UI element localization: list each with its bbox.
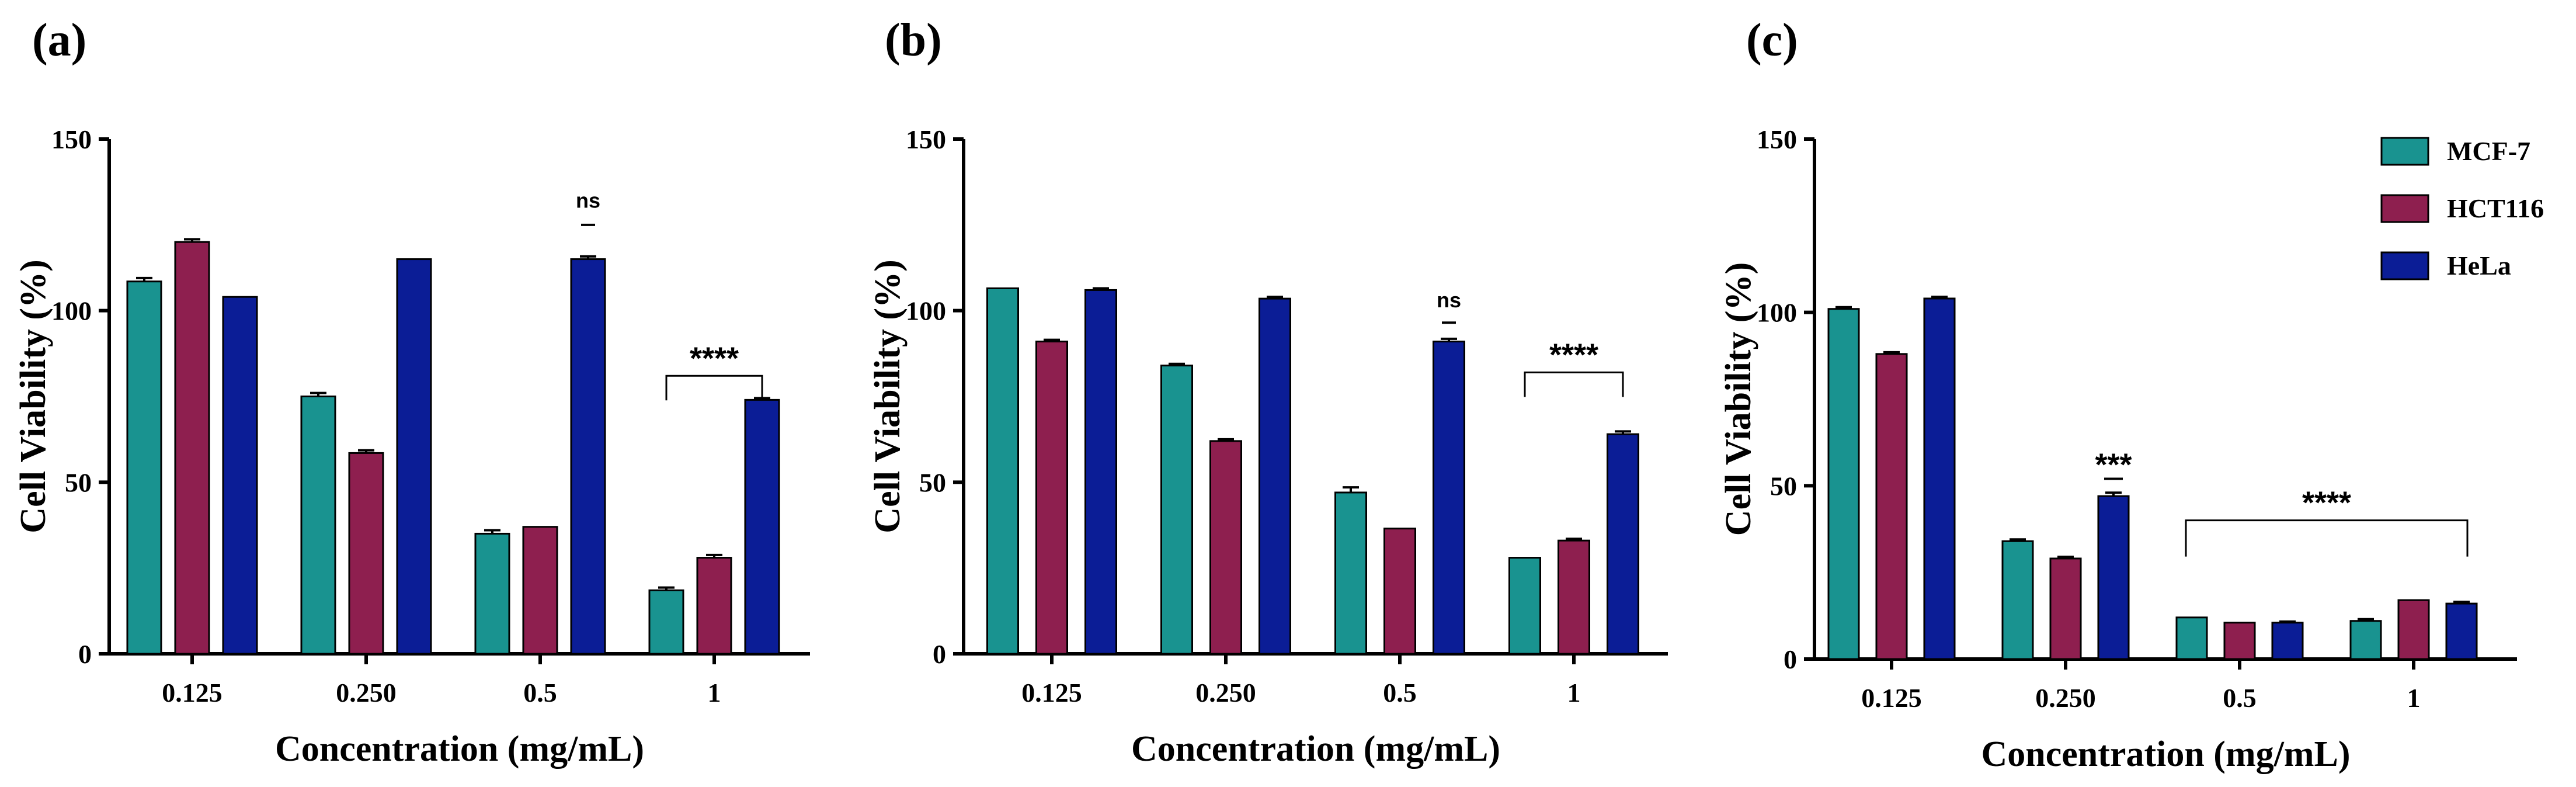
legend-swatch-hela (2380, 251, 2429, 280)
panel-label: (a) (32, 15, 86, 66)
x-tick-label: 0.125 (1021, 678, 1082, 708)
bar-mcf-7-3 (2349, 620, 2382, 660)
x-tick-label: 0.250 (2035, 683, 2096, 713)
bar-hela-1 (396, 258, 432, 655)
chart-panel-1: (b) 0 50 100 150 0.125 0.250 0.5 1 Concentration … (868, 15, 1668, 769)
panel-label: (c) (1746, 15, 1798, 66)
significance-label: *** (2095, 448, 2132, 483)
bar-hct116-3 (696, 557, 732, 655)
y-tick-label: 150 (1757, 124, 1797, 154)
bar-hct116-0 (1035, 341, 1068, 655)
y-tick-label: 100 (1757, 298, 1797, 328)
x-tick-label: 1 (2407, 683, 2421, 713)
bar-mcf-7-1 (1160, 365, 1193, 655)
bar-hct116-1 (1209, 440, 1242, 655)
bar-hct116-0 (1875, 353, 1908, 660)
y-tick-label: 150 (906, 124, 946, 154)
bar-hela-0 (1084, 289, 1117, 655)
legend-swatch-hct116 (2380, 194, 2429, 223)
bar-hela-1 (1259, 297, 1291, 655)
x-tick-label: 1 (708, 678, 721, 708)
significance-label: **** (1549, 337, 1598, 372)
x-tick-label: 0.125 (1861, 683, 1922, 713)
bar-hct116-3 (2397, 599, 2430, 660)
x-tick-label: 0.250 (1195, 678, 1256, 708)
bar-hct116-1 (348, 452, 384, 655)
x-tick-label: 1 (1567, 678, 1581, 708)
x-tick-label: 0.125 (162, 678, 223, 708)
bar-hct116-2 (522, 526, 558, 655)
bar-hela-0 (1923, 297, 1956, 660)
significance-label: **** (690, 341, 739, 376)
x-axis-title: Concentration (mg/mL) (1131, 729, 1500, 769)
legend: MCF-7 HCT116 HeLa (2380, 136, 2544, 280)
bar-hela-3 (1607, 433, 1639, 655)
y-tick-label: 0 (933, 639, 946, 669)
bar-mcf-7-0 (986, 287, 1019, 655)
significance-bracket (1524, 371, 1624, 397)
bar-hela-1 (2097, 495, 2130, 660)
x-axis-title: Concentration (mg/mL) (275, 729, 644, 769)
bar-hela-2 (570, 258, 606, 655)
significance-label: **** (2302, 486, 2351, 521)
bar-hela-2 (2271, 622, 2304, 660)
significance-bracket (2185, 519, 2469, 557)
y-tick-label: 100 (906, 296, 946, 326)
bar-hct116-1 (2049, 557, 2082, 660)
x-tick-label: 0.5 (1383, 678, 1417, 708)
bar-hct116-2 (1383, 528, 1416, 655)
bar-hct116-2 (2223, 622, 2256, 660)
legend-label: HeLa (2447, 251, 2511, 280)
bar-mcf-7-0 (126, 280, 162, 655)
y-axis-title: Cell Viability (%) (13, 259, 53, 533)
y-axis-title: Cell Viability (%) (1719, 262, 1758, 536)
legend-label: MCF-7 (2447, 136, 2530, 166)
significance-bracket (665, 375, 763, 401)
y-tick-label: 0 (78, 639, 92, 669)
chart-panel-2: (c) 0 50 100 150 0.125 0.250 0.5 1 Concentration … (1719, 15, 2517, 774)
bar-mcf-7-0 (1827, 308, 1860, 660)
chart-panel-0: (a) 0 50 100 150 0.125 0.250 0.5 1 Concentration … (13, 15, 810, 769)
significance-label: ns (1437, 288, 1461, 312)
bar-mcf-7-2 (1334, 491, 1367, 655)
y-tick-label: 50 (1770, 471, 1797, 501)
bar-hela-3 (2445, 602, 2478, 660)
bar-mcf-7-3 (648, 589, 684, 655)
y-axis-title: Cell Viability (%) (868, 259, 908, 533)
bar-hela-0 (222, 296, 258, 655)
significance-label: ns (576, 188, 600, 212)
bar-mcf-7-3 (1508, 557, 1541, 655)
x-tick-label: 0.5 (523, 678, 557, 708)
panel-label: (b) (885, 15, 942, 66)
x-axis-title: Concentration (mg/mL) (1981, 734, 2351, 774)
bar-hct116-3 (1558, 539, 1590, 655)
y-tick-label: 50 (65, 467, 92, 497)
bar-hct116-0 (174, 241, 210, 655)
y-tick-label: 50 (919, 467, 946, 497)
legend-label: HCT116 (2447, 193, 2544, 223)
bar-mcf-7-2 (474, 532, 510, 655)
x-tick-label: 0.5 (2223, 683, 2257, 713)
bar-mcf-7-2 (2175, 616, 2208, 660)
bar-hela-2 (1433, 341, 1465, 655)
y-tick-label: 150 (51, 124, 92, 154)
y-tick-label: 100 (51, 296, 92, 326)
bar-mcf-7-1 (300, 396, 336, 655)
x-tick-label: 0.250 (336, 678, 397, 708)
bar-hela-3 (744, 398, 780, 655)
y-tick-label: 0 (1784, 644, 1797, 674)
bar-mcf-7-1 (2001, 540, 2034, 660)
legend-swatch-mcf-7 (2380, 137, 2429, 166)
